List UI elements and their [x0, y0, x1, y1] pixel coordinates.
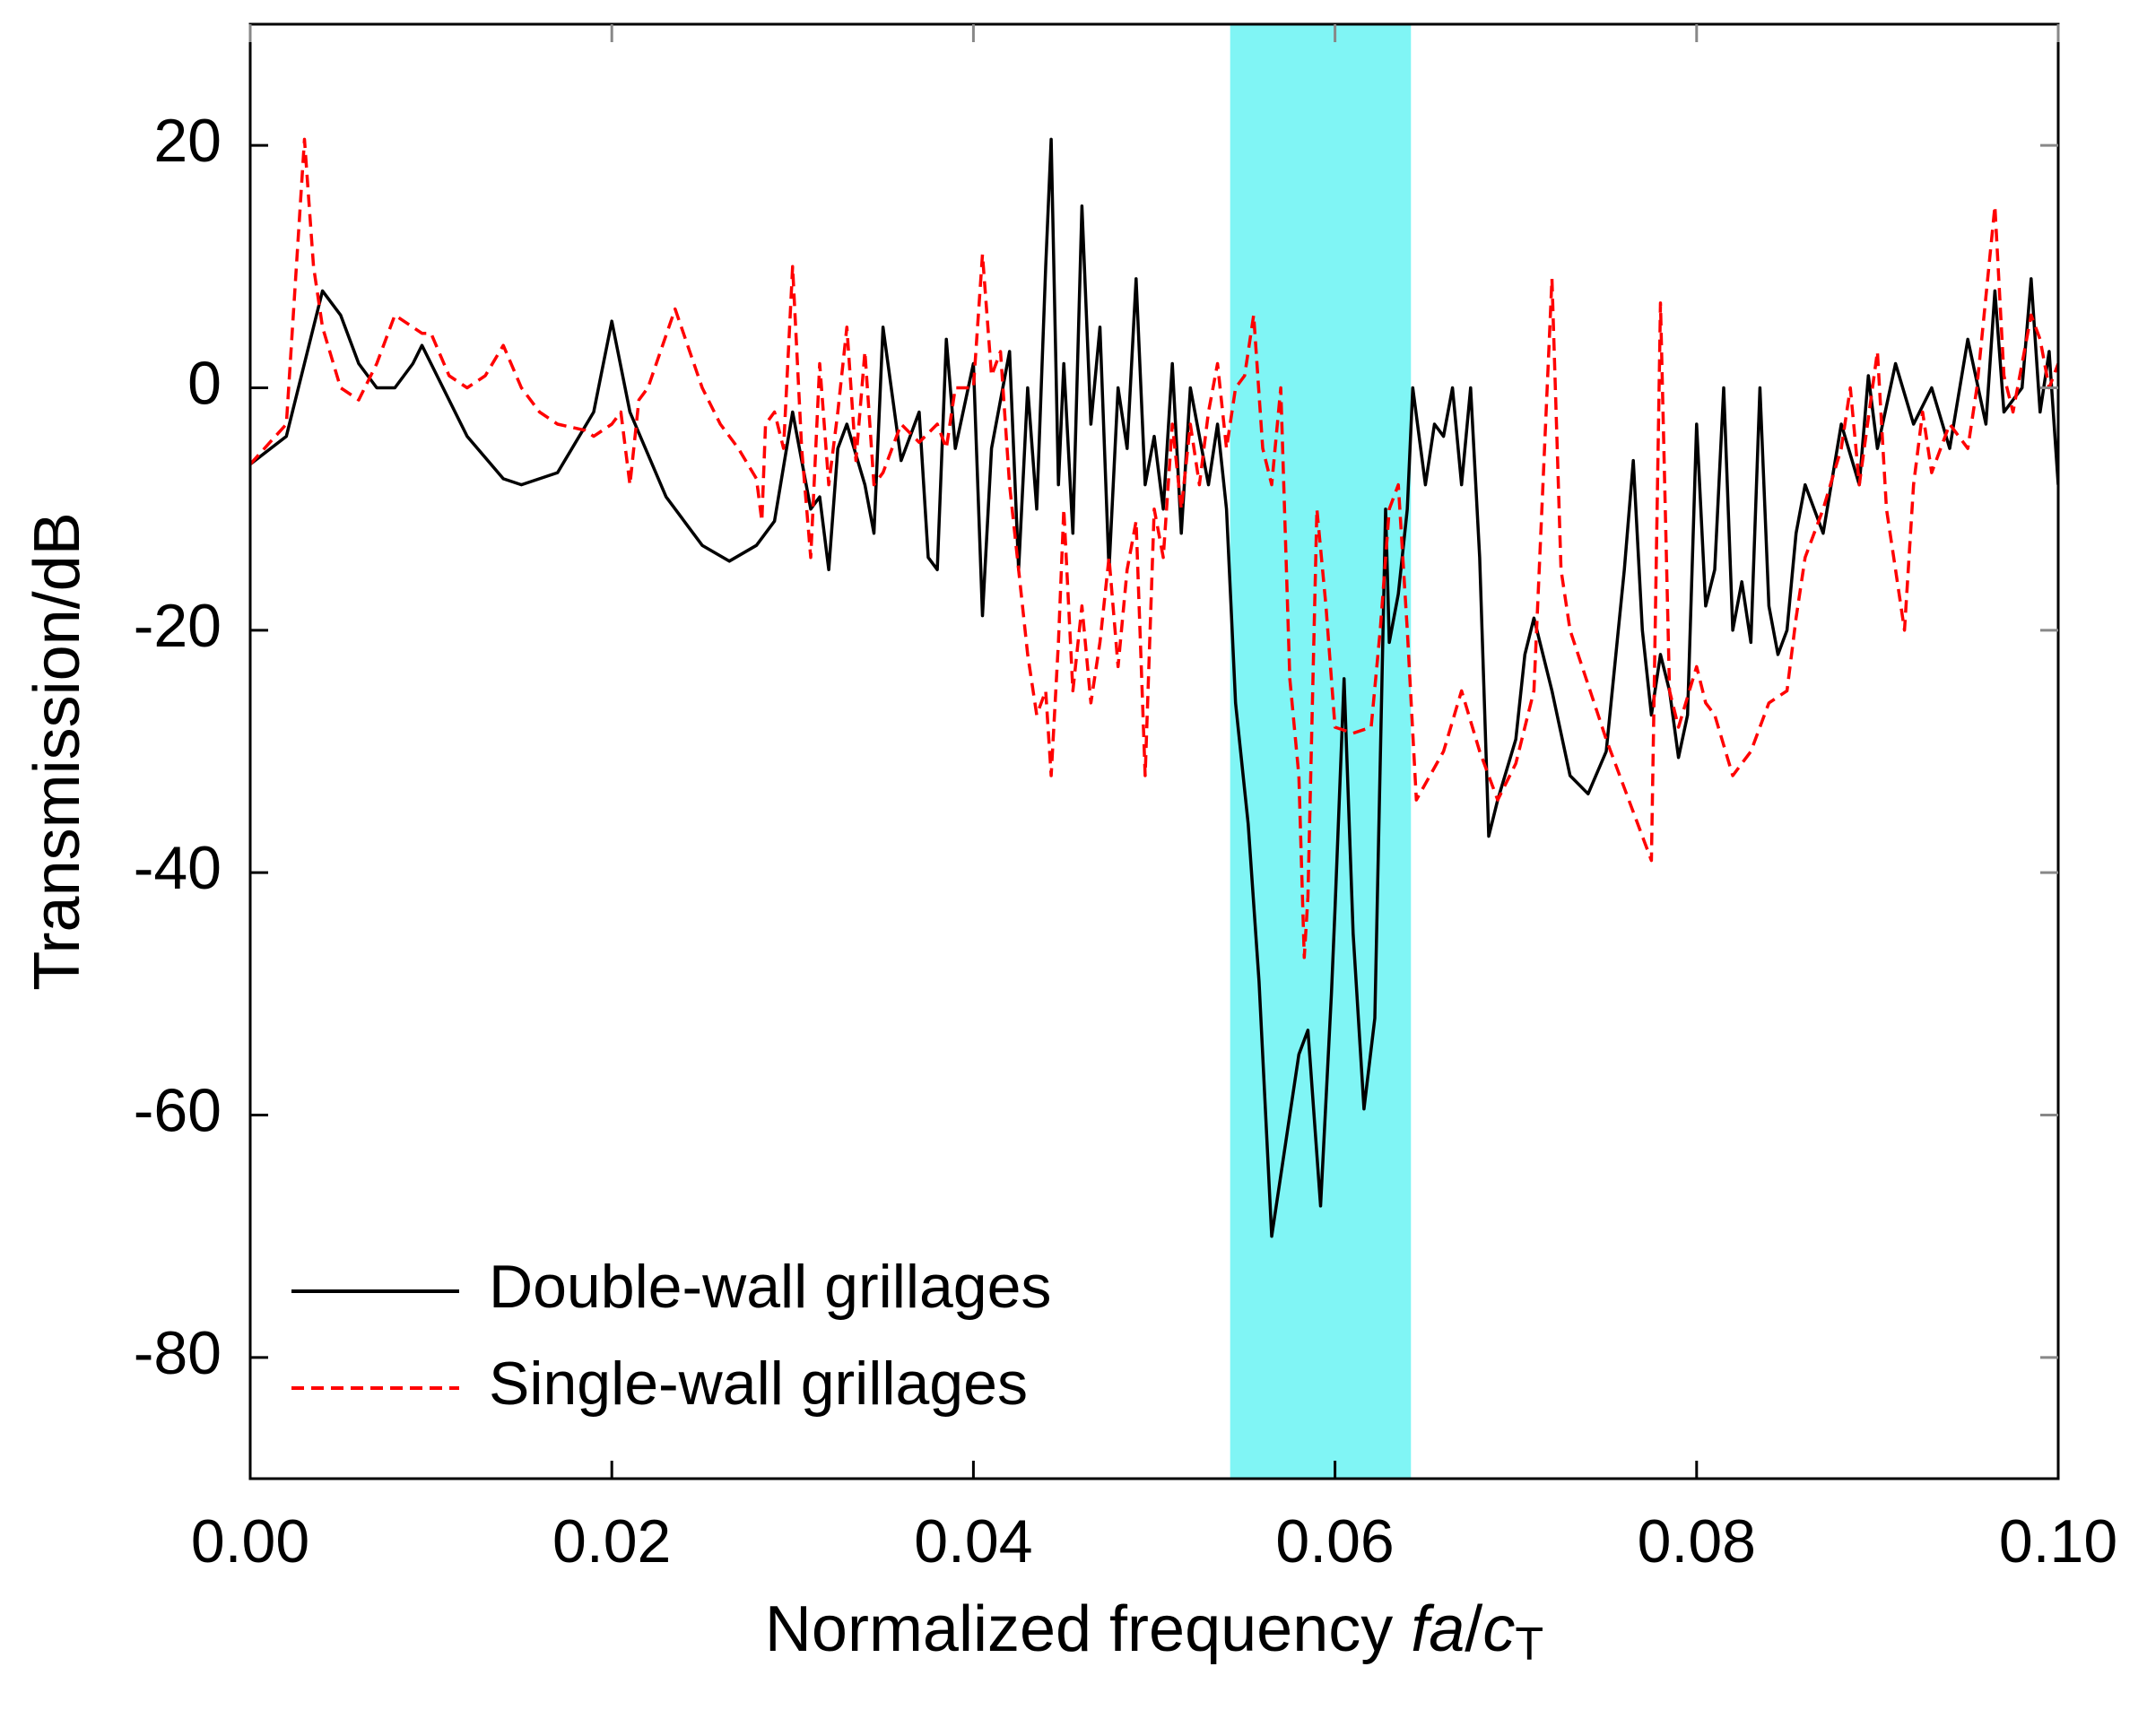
- stop-band: [1230, 24, 1412, 1479]
- x-tick-label: 0.10: [1999, 1507, 2117, 1575]
- y-tick-label: -80: [134, 1319, 222, 1387]
- legend-text: Single-wall grillages: [489, 1350, 1028, 1418]
- series-line: [250, 137, 2058, 959]
- x-axis-title-part: T: [1515, 1619, 1543, 1671]
- x-axis-title: Normalized frequency fa/cT: [765, 1593, 1543, 1671]
- x-tick-label: 0.04: [914, 1507, 1032, 1575]
- series-line: [250, 137, 2058, 1238]
- legend-text: Double-wall grillages: [489, 1253, 1051, 1321]
- x-tick-label: 0.02: [552, 1507, 671, 1575]
- x-axis-title-part: /: [1465, 1593, 1482, 1665]
- y-tick-label: 0: [187, 349, 222, 417]
- x-tick-label: 0.08: [1638, 1507, 1756, 1575]
- x-axis-title-part: fa: [1411, 1593, 1465, 1665]
- y-axis-title: Transmission/dB: [22, 512, 93, 991]
- plot-frame: [248, 22, 2060, 1480]
- y-tick-label: 20: [153, 107, 222, 175]
- x-tick-label: 0.00: [191, 1507, 309, 1575]
- x-axis-title-part: c: [1482, 1593, 1515, 1665]
- y-tick-label: -40: [134, 834, 222, 902]
- y-tick-label: -60: [134, 1076, 222, 1144]
- x-axis-title-part: Normalized frequency: [765, 1593, 1411, 1665]
- y-tick-label: -20: [134, 592, 222, 660]
- x-tick-label: 0.06: [1275, 1507, 1394, 1575]
